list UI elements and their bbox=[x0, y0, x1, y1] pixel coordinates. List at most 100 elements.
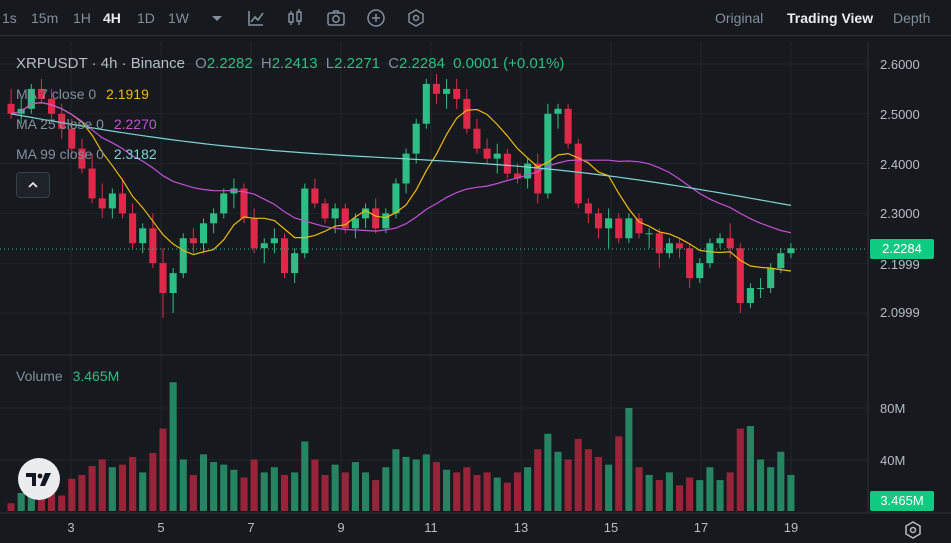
ma25-line bbox=[10, 101, 792, 234]
camera-icon[interactable] bbox=[326, 8, 346, 28]
candle-body bbox=[716, 238, 724, 244]
candle-body bbox=[402, 153, 410, 184]
price-tick: 2.4000 bbox=[880, 157, 920, 172]
volume-bar bbox=[48, 482, 56, 511]
volume-bar bbox=[78, 474, 86, 511]
collapse-legend-button[interactable] bbox=[16, 172, 50, 198]
add-indicator-icon[interactable] bbox=[366, 8, 386, 28]
interval-1s[interactable]: 1s bbox=[2, 10, 17, 26]
candlestick-icon[interactable] bbox=[285, 8, 305, 28]
volume-bar bbox=[777, 451, 785, 511]
interval-4h[interactable]: 4H bbox=[103, 10, 121, 26]
volume-bar bbox=[655, 480, 663, 511]
tab-trading-view[interactable]: Trading View bbox=[787, 10, 874, 26]
interval-1d[interactable]: 1D bbox=[137, 10, 155, 26]
tab-depth[interactable]: Depth bbox=[893, 10, 931, 26]
candle-body bbox=[189, 238, 197, 244]
open-value: 2.2282 bbox=[206, 55, 253, 72]
candle-body bbox=[78, 148, 86, 169]
volume-bar bbox=[422, 454, 430, 511]
candle-body bbox=[291, 253, 299, 274]
tradingview-logo-icon bbox=[26, 473, 51, 486]
line-chart-icon[interactable] bbox=[246, 8, 266, 28]
interval-1h[interactable]: 1H bbox=[73, 10, 91, 26]
volume-bar bbox=[787, 474, 795, 511]
volume-bar bbox=[169, 382, 177, 511]
candle-body bbox=[675, 243, 684, 249]
ma99-value: 2.3182 bbox=[113, 146, 157, 162]
volume-bar bbox=[17, 492, 25, 511]
candle-body bbox=[767, 268, 775, 289]
settings-hex-icon[interactable] bbox=[406, 8, 426, 28]
candle-body bbox=[655, 233, 663, 254]
open-label: O bbox=[195, 55, 207, 72]
volume-bar bbox=[736, 428, 744, 511]
candle-body bbox=[524, 163, 532, 179]
price-tick: 2.6000 bbox=[880, 57, 920, 72]
interval-1w[interactable]: 1W bbox=[168, 10, 189, 26]
chevron-down-icon[interactable] bbox=[207, 8, 227, 28]
candle-body bbox=[58, 113, 66, 129]
volume-bar bbox=[362, 472, 370, 511]
volume-bar bbox=[767, 467, 775, 511]
ma99-line bbox=[10, 113, 792, 206]
candle-body bbox=[250, 218, 258, 249]
candle-body bbox=[422, 83, 430, 124]
volume-bar bbox=[746, 426, 754, 511]
candle-body bbox=[27, 88, 35, 109]
candle-body bbox=[473, 128, 481, 149]
candle-body bbox=[311, 188, 319, 204]
candle-body bbox=[787, 248, 795, 254]
volume-bar bbox=[139, 472, 147, 511]
volume-bar bbox=[473, 474, 481, 511]
volume-bar bbox=[311, 459, 319, 511]
candle-body bbox=[665, 243, 673, 254]
candle-body bbox=[736, 248, 744, 303]
volume-bar bbox=[402, 456, 410, 511]
ma99-legend: MA 99 close 0 2.3182 bbox=[16, 146, 157, 162]
price-tick: 2.0999 bbox=[880, 305, 920, 320]
chart-settings-icon[interactable] bbox=[903, 520, 923, 540]
volume-bar bbox=[27, 487, 35, 511]
ma7-value: 2.1919 bbox=[106, 86, 149, 102]
volume-bar bbox=[564, 459, 572, 511]
tab-original[interactable]: Original bbox=[715, 10, 764, 26]
candle-body bbox=[605, 218, 613, 229]
candle-body bbox=[331, 208, 339, 219]
candle-body bbox=[432, 83, 440, 94]
volume-bar bbox=[220, 464, 228, 511]
candle-body bbox=[159, 263, 167, 294]
price-tick: 2.3000 bbox=[880, 206, 920, 221]
volume-bar bbox=[554, 451, 562, 511]
volume-bar bbox=[88, 465, 96, 511]
volume-bars bbox=[7, 382, 795, 511]
candle-body bbox=[169, 273, 177, 294]
volume-bar bbox=[432, 462, 440, 511]
volume-bar bbox=[199, 454, 208, 511]
chevron-up-icon bbox=[28, 181, 38, 188]
volume-bar bbox=[483, 472, 491, 511]
date-tick: 5 bbox=[157, 520, 165, 535]
volume-bar bbox=[463, 467, 471, 511]
candle-body bbox=[88, 168, 96, 199]
volume-bar bbox=[7, 503, 15, 511]
tradingview-logo[interactable] bbox=[18, 458, 60, 500]
ma99-label: MA 99 close 0 bbox=[16, 146, 104, 162]
volume-bar bbox=[392, 449, 400, 511]
last-volume-badge: 3.465M bbox=[870, 491, 934, 511]
candle-body bbox=[635, 218, 643, 234]
ma25-legend: MA 25 close 0 2.2270 bbox=[16, 116, 157, 132]
candle-body bbox=[503, 153, 511, 174]
interval-15m[interactable]: 15m bbox=[31, 10, 59, 26]
volume-bar bbox=[716, 480, 724, 511]
candle-body bbox=[554, 108, 562, 114]
candle-body bbox=[118, 193, 127, 214]
candle-body bbox=[706, 243, 714, 264]
volume-bar bbox=[341, 472, 349, 511]
volume-bar bbox=[291, 472, 299, 511]
candle-body bbox=[240, 188, 248, 219]
price-tick: 2.5000 bbox=[880, 107, 920, 122]
volume-bar bbox=[675, 485, 684, 511]
last-price-badge: 2.2284 bbox=[870, 239, 934, 259]
